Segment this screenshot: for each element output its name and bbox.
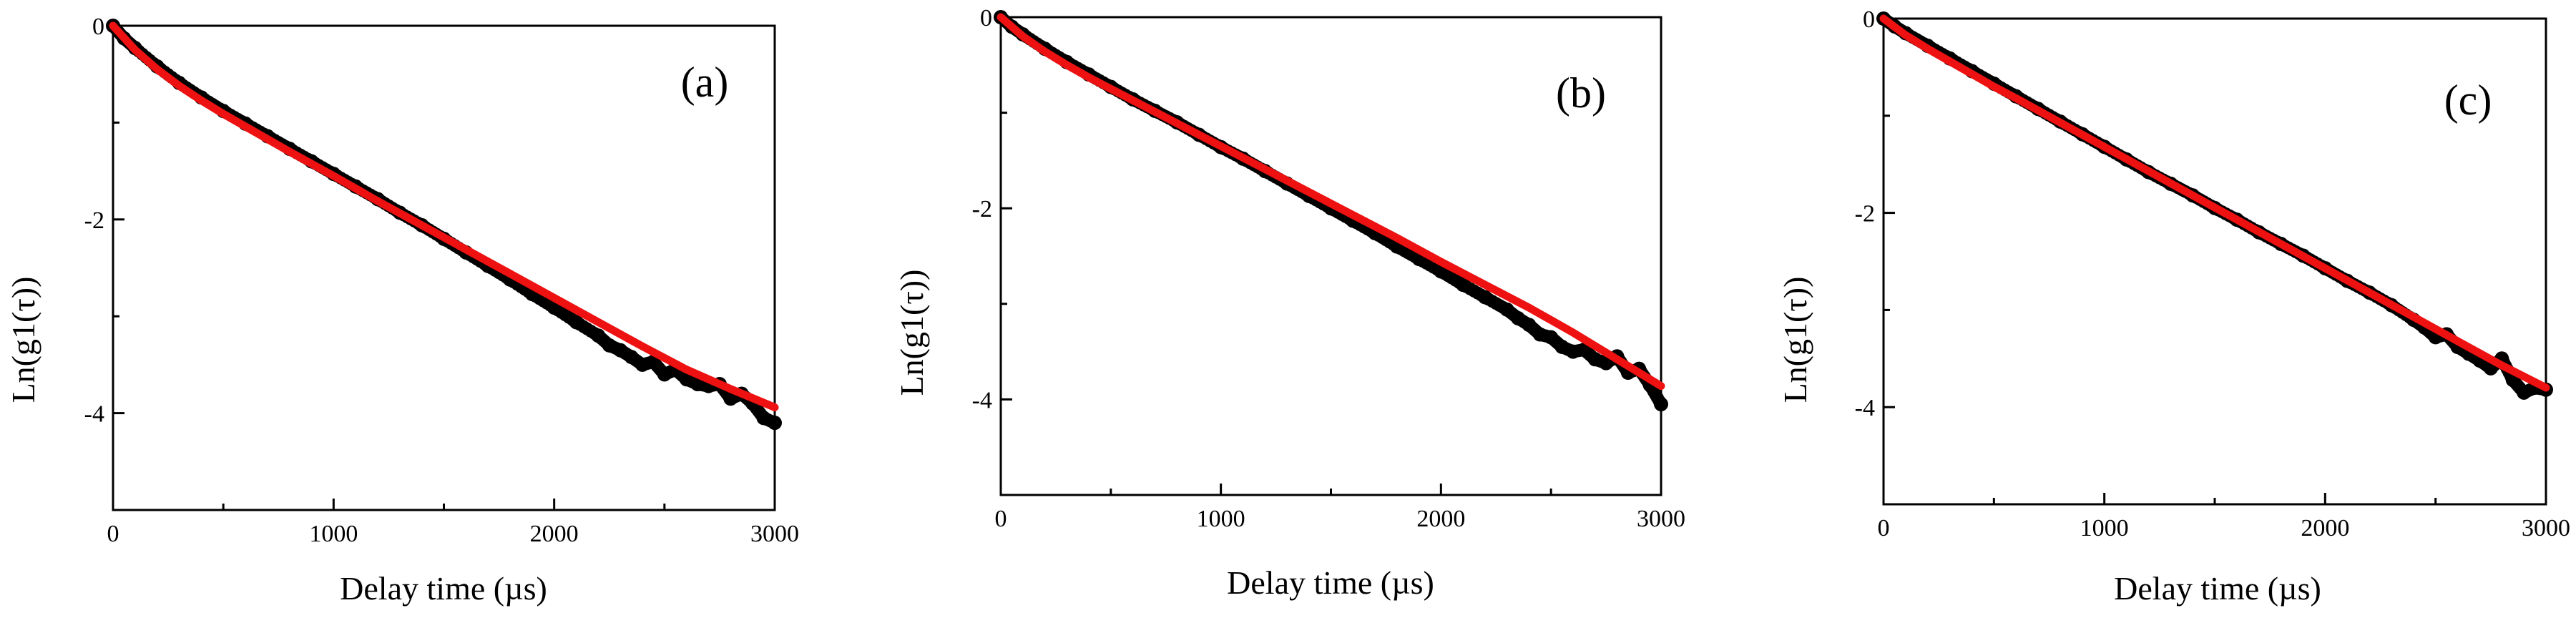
fit-line [996, 13, 1665, 391]
y-axis-title-a: Ln(g1(τ)) [5, 277, 41, 403]
plot-area-c: 0 1000 2000 3000 0 -2 -4 [1855, 6, 2570, 541]
y-tick-label: 0 [1863, 6, 1875, 33]
y-tick-label: -2 [972, 196, 992, 222]
x-axis-title-c: Delay time (µs) [2114, 570, 2321, 607]
x-tick-label: 3000 [1637, 506, 1685, 532]
panel-c: 0 1000 2000 3000 0 -2 -4 (c) Delay time (µs) L… [1777, 6, 2570, 607]
panel-label-a: (a) [681, 59, 729, 106]
y-tick-label: -2 [84, 207, 104, 234]
x-tick-label: 0 [995, 506, 1007, 532]
plot-area-b: 0 1000 2000 3000 0 -2 -4 [972, 5, 1685, 532]
y-tick-label: -4 [972, 387, 992, 413]
x-tick-label: 2000 [2301, 515, 2349, 541]
x-tick-label: 1000 [1197, 506, 1245, 532]
panel-b: 0 1000 2000 3000 0 -2 -4 (b) Delay time (µs) L… [893, 5, 1685, 601]
plot-area-a: 0 1000 2000 3000 0 -2 -4 [84, 14, 799, 547]
x-tick-label: 0 [107, 521, 119, 547]
y-tick-label: -4 [1855, 395, 1875, 421]
panel-label-c: (c) [2444, 77, 2492, 124]
y-tick-label: 0 [92, 14, 104, 40]
x-tick-label: 3000 [750, 521, 799, 547]
x-tick-label: 2000 [530, 521, 579, 547]
x-axis-title-b: Delay time (µs) [1227, 564, 1434, 601]
x-tick-label: 2000 [1416, 506, 1465, 532]
x-axis-title-a: Delay time (µs) [340, 570, 547, 607]
x-tick-label: 1000 [2080, 515, 2129, 541]
x-tick-label: 0 [1878, 515, 1890, 541]
data-point-fill [766, 416, 780, 429]
panel-a: 0 1000 2000 3000 0 -2 -4 (a) Delay time (µs) L… [5, 14, 799, 607]
x-tick-label: 1000 [309, 521, 358, 547]
panel-label-b: (b) [1556, 69, 1606, 117]
y-tick-label: -4 [84, 401, 104, 428]
y-axis-title-b: Ln(g1(τ)) [893, 270, 930, 396]
data-point-fill [1652, 394, 1666, 408]
y-axis-title-c: Ln(g1(τ)) [1777, 277, 1813, 403]
fit-line [1879, 14, 2550, 392]
x-tick-label: 3000 [2522, 515, 2570, 541]
y-tick-label: 0 [980, 5, 992, 31]
fit-line [109, 21, 779, 411]
y-tick-label: -2 [1855, 201, 1875, 227]
